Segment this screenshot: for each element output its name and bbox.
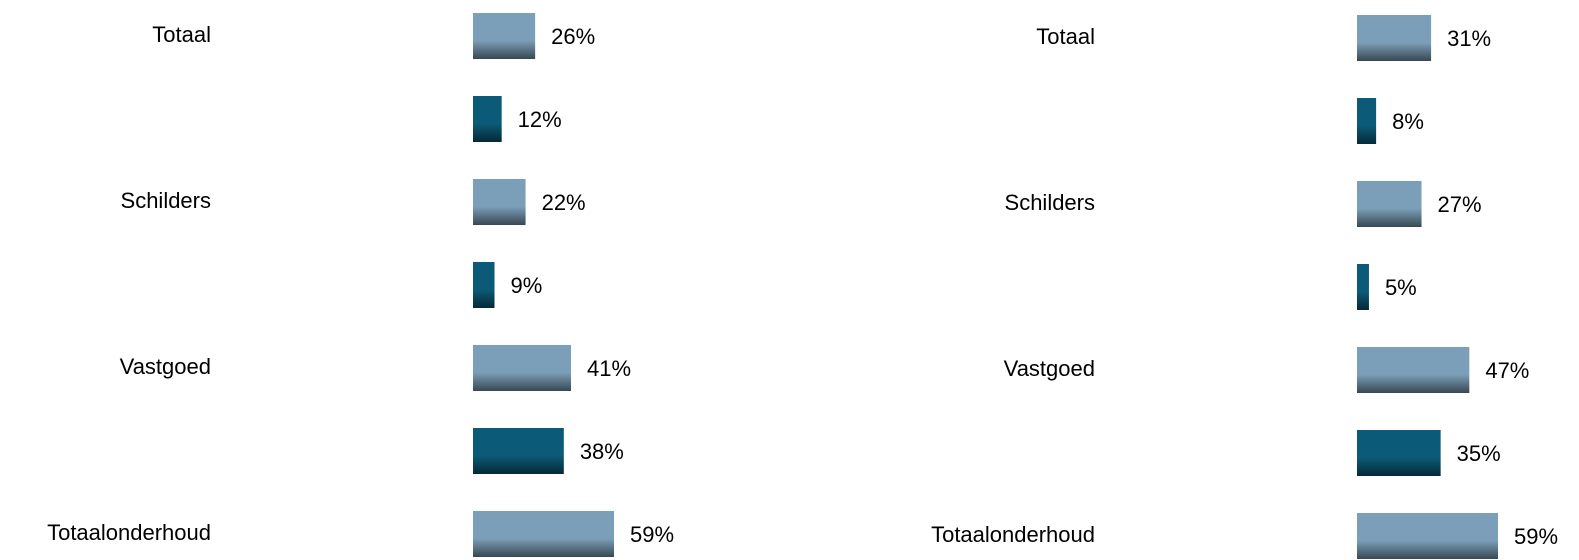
bar [1357,98,1377,144]
category-label: Schilders [121,188,211,213]
bar [1357,347,1470,393]
bar [1357,15,1432,61]
value-label: 12% [518,107,562,132]
value-label: 41% [587,356,631,381]
category-label: Totaal [152,22,211,47]
value-label: 22% [542,190,586,215]
value-label: 31% [1447,26,1491,51]
category-label: Totaalonderhoud [47,520,211,545]
bar [473,96,502,142]
bar [473,262,495,308]
category-label: Totaalonderhoud [931,522,1095,547]
value-label: 27% [1438,192,1482,217]
value-label: 9% [511,273,543,298]
value-label: 5% [1385,275,1417,300]
category-label: Vastgoed [1004,356,1095,381]
value-label: 35% [1457,441,1501,466]
bar [473,13,536,59]
category-label: Schilders [1005,190,1095,215]
bar [473,511,615,557]
value-label: 59% [630,522,674,547]
bar [1357,430,1441,476]
bar [1357,264,1369,310]
value-label: 8% [1392,109,1424,134]
value-label: 26% [551,24,595,49]
value-label: 38% [580,439,624,464]
bar [1357,513,1499,559]
category-label: Totaal [1036,24,1095,49]
value-label: 47% [1485,358,1529,383]
bar [473,428,564,474]
bar [473,345,571,391]
value-label: 59% [1514,524,1558,549]
bar [1357,181,1422,227]
category-label: Vastgoed [120,354,211,379]
bar [473,179,526,225]
